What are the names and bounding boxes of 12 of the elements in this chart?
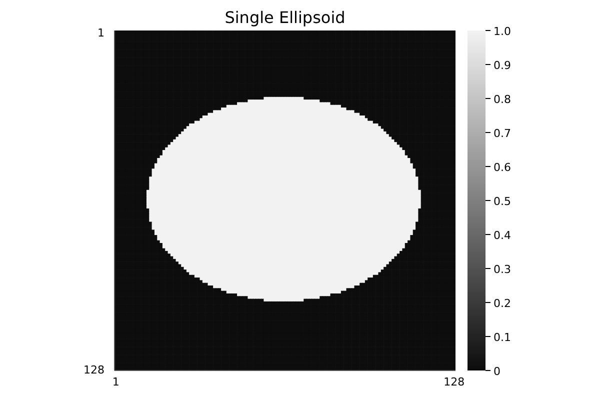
color-bar-label: 0.2 bbox=[494, 297, 511, 310]
color-bar-label: 1.0 bbox=[494, 25, 511, 38]
color-bar-label: 0.3 bbox=[494, 263, 511, 276]
color-bar-label: 0.9 bbox=[494, 59, 511, 72]
color-bar-label: 0 bbox=[494, 365, 500, 378]
color-bar-label: 0.1 bbox=[494, 331, 511, 344]
color-bar-label: 0.8 bbox=[494, 93, 511, 106]
color-bar-label: 0.7 bbox=[494, 127, 511, 140]
chart-title: Single Ellipsoid bbox=[224, 8, 346, 27]
color-bar-label: 0.4 bbox=[494, 229, 511, 242]
color-bar-label: 0.5 bbox=[494, 195, 511, 208]
color-bar-label: 0.6 bbox=[494, 161, 511, 174]
